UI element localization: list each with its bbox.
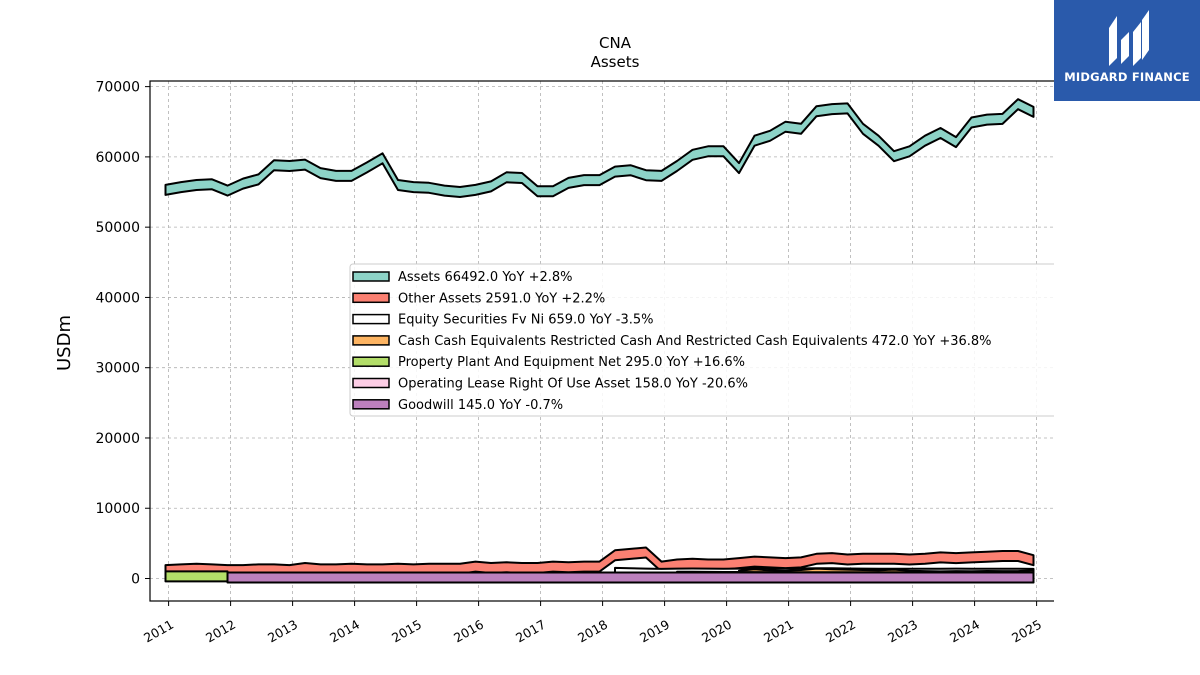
- legend-entry: Equity Securities Fv Ni 659.0 YoY -3.5%: [398, 313, 654, 328]
- midgard-logo-icon: [1109, 10, 1149, 66]
- plot-frame: [149, 80, 1054, 602]
- y-axis-label: USDm: [54, 315, 75, 371]
- legend-entry: Cash Cash Equivalents Restricted Cash An…: [398, 334, 992, 349]
- brand-name: MIDGARD FINANCE: [1064, 70, 1190, 84]
- y-tick-label: 40000: [95, 290, 140, 306]
- x-ticks: 2011 2012 2013 2014 2015 2016 2017 2018 2019 2020…: [141, 601, 1044, 646]
- series-band-1: [164, 98, 1035, 198]
- chart-subtitle: Assets: [591, 53, 640, 71]
- legend-entry: Property Plant And Equipment Net 295.0 Y…: [398, 355, 745, 370]
- legend-swatch: [352, 399, 390, 410]
- x-tick-label: 2019: [637, 617, 672, 646]
- legend-swatch: [352, 271, 390, 282]
- series-band-7: [226, 571, 1035, 584]
- y-tick-label: 50000: [95, 220, 140, 236]
- legend-swatch: [352, 377, 390, 389]
- assets-chart: CNA Assets USDm 0 10000 20000 30000 40000 500…: [54, 34, 1054, 646]
- y-tick-label: 30000: [95, 361, 140, 377]
- y-ticks: 0 10000 20000 30000 40000 50000 60000 70000: [95, 80, 150, 588]
- y-tick-label: 0: [131, 572, 140, 588]
- y-tick-label: 10000: [95, 501, 140, 517]
- legend-entry: Other Assets 2591.0 YoY +2.2%: [398, 291, 605, 306]
- legend: Assets 66492.0 YoY +2.8% Other Assets 259…: [349, 263, 1054, 417]
- x-tick-label: 2024: [947, 617, 982, 646]
- legend-entry: Goodwill 145.0 YoY -0.7%: [398, 398, 563, 413]
- x-tick-label: 2016: [451, 617, 486, 646]
- x-tick-label: 2021: [761, 617, 796, 646]
- legend-entry: Assets 66492.0 YoY +2.8%: [398, 270, 573, 285]
- x-tick-label: 2018: [575, 617, 610, 646]
- legend-entry: Operating Lease Right Of Use Asset 158.0…: [398, 377, 748, 392]
- chart-title: CNA: [599, 34, 632, 52]
- x-tick-label: 2014: [327, 617, 362, 646]
- y-tick-label: 70000: [95, 80, 140, 96]
- x-tick-label: 2023: [885, 617, 920, 646]
- legend-swatch: [352, 313, 390, 325]
- series-band-5: [164, 570, 229, 583]
- x-tick-label: 2012: [203, 617, 238, 646]
- x-tick-label: 2020: [699, 617, 734, 646]
- y-tick-label: 20000: [95, 431, 140, 447]
- x-tick-label: 2013: [265, 617, 300, 646]
- series-layer: [164, 98, 1035, 584]
- x-tick-label: 2011: [141, 617, 176, 646]
- x-tick-label: 2017: [513, 617, 548, 646]
- brand-logo: MIDGARD FINANCE: [1054, 0, 1200, 101]
- legend-box: [349, 263, 1054, 417]
- legend-swatch: [352, 356, 390, 367]
- x-tick-label: 2025: [1009, 617, 1044, 646]
- x-tick-label: 2015: [389, 617, 424, 646]
- y-tick-label: 60000: [95, 150, 140, 166]
- legend-swatch: [352, 292, 390, 304]
- legend-swatch: [352, 335, 390, 346]
- x-tick-label: 2022: [823, 617, 858, 646]
